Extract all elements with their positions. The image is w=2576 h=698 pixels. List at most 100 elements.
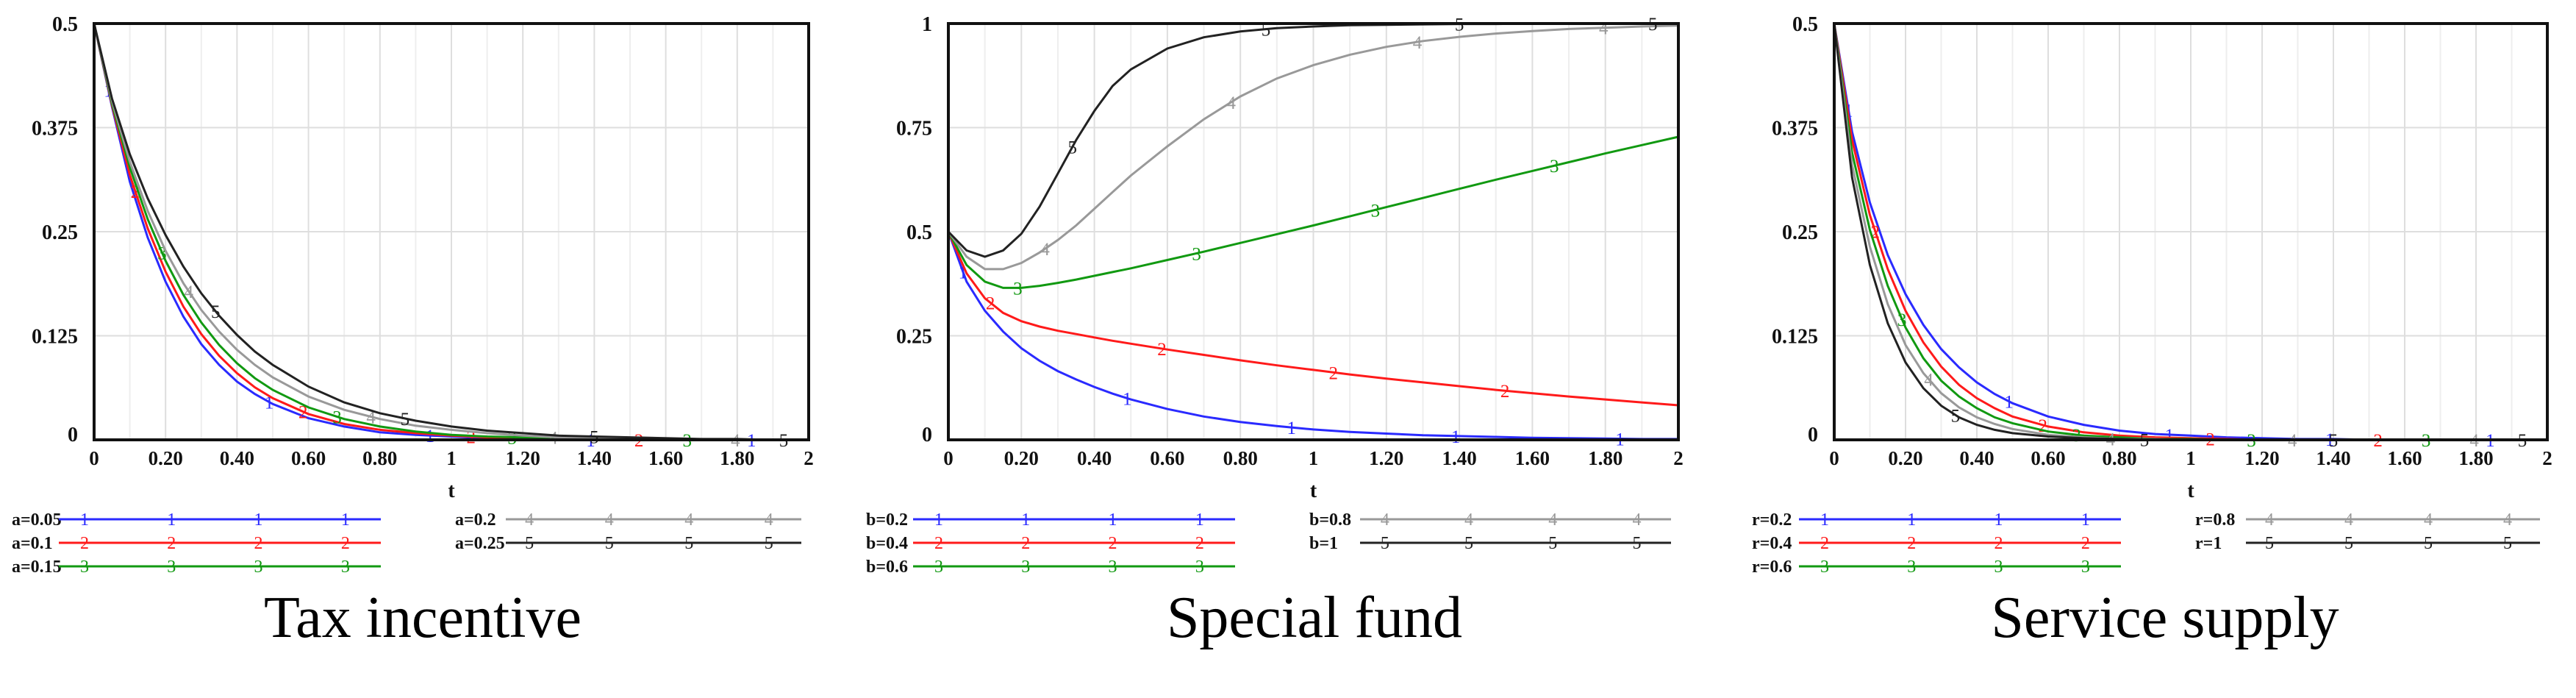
chart-2-series-5-marker: 5 <box>1068 138 1078 158</box>
chart-2-legend-marker: 5 <box>1381 534 1389 553</box>
chart-1-series-5-marker: 5 <box>211 302 221 322</box>
chart-3-legend-marker: 5 <box>2503 534 2512 553</box>
chart-1-x-tick-label: 0.20 <box>149 447 183 469</box>
chart-2-y-tick-label: 1 <box>922 13 932 36</box>
chart-3-series-5-marker: 5 <box>1951 406 1961 426</box>
chart-2-y-tick-label: 0.5 <box>906 221 932 244</box>
chart-1-legend-marker: 4 <box>765 510 773 530</box>
chart-1-legend-marker: 1 <box>167 510 176 530</box>
chart-3-y-tick-label: 0.25 <box>1782 221 1818 244</box>
chart-2-x-tick-label: 1 <box>1309 447 1319 469</box>
chart-2-x-tick-label: 0.40 <box>1077 447 1112 469</box>
chart-2-legend-label: b=1 <box>1309 534 1338 553</box>
chart-1-legend-label: a=0.25 <box>455 534 505 553</box>
chart-1-legend-label: a=0.05 <box>12 510 62 530</box>
chart-2-series-4-line <box>947 24 1679 271</box>
chart-2-x-tick-label: 0 <box>943 447 954 469</box>
chart-1-legend-marker: 3 <box>341 558 350 577</box>
chart-1-series-4-marker: 4 <box>548 428 558 448</box>
chart-3-series-3-marker: 3 <box>1897 310 1907 330</box>
chart-2-legend-marker: 3 <box>1195 558 1204 577</box>
chart-1-legend-label: a=0.2 <box>455 510 496 530</box>
chart-3-x-tick-label: 1 <box>2186 447 2196 469</box>
chart-2-series-4-marker: 4 <box>1599 19 1609 39</box>
chart-2-y-tick-label: 0.75 <box>896 118 932 140</box>
chart-3-x-tick-label: 0.40 <box>1959 447 1994 469</box>
chart-3-plot-frame <box>1833 22 2549 441</box>
chart-1-legend-marker: 2 <box>167 534 176 553</box>
chart-2-legend-marker: 1 <box>1021 510 1030 530</box>
chart-3-legend-marker: 5 <box>2265 534 2274 553</box>
chart-2-series-5-marker: 5 <box>1262 21 1271 40</box>
chart-1-series-5-marker: 5 <box>401 410 410 430</box>
chart-3-legend-marker: 3 <box>1820 558 1829 577</box>
chart-3-legend-marker: 5 <box>2424 534 2433 553</box>
chart-2-series-3-line <box>947 135 1679 289</box>
chart-2-legend-marker: 3 <box>1021 558 1030 577</box>
chart-3-legend-label: r=0.4 <box>1752 534 1792 553</box>
chart-2-x-axis-label: t <box>1310 480 1317 502</box>
chart-1-x-tick-label: 2 <box>804 447 814 469</box>
chart-3-series-1-marker: 1 <box>2165 426 2175 446</box>
chart-2-series-4-marker: 4 <box>1227 93 1237 113</box>
chart-1-legend-marker: 3 <box>80 558 89 577</box>
chart-2-series-1-marker: 1 <box>1123 390 1132 410</box>
chart-2-series-3-marker: 3 <box>1550 157 1559 177</box>
chart-2-legend-marker: 1 <box>934 510 943 530</box>
chart-2-series-2-marker: 2 <box>1329 363 1339 383</box>
chart-1-legend-marker: 1 <box>80 510 89 530</box>
chart-3-legend-label: r=0.6 <box>1752 558 1792 577</box>
chart-3-x-tick-label: 1.60 <box>2387 447 2422 469</box>
chart-1-x-tick-label: 0 <box>89 447 99 469</box>
chart-3-legend-marker: 2 <box>1907 534 1916 553</box>
chart-1-x-tick-label: 1.60 <box>648 447 683 469</box>
chart-2-series-1-line <box>947 231 1678 441</box>
chart-3-y-tick-label: 0.125 <box>1772 326 1818 349</box>
chart-2-plot-frame <box>947 22 1680 441</box>
chart-1-x-tick-label: 0.60 <box>291 447 326 469</box>
chart-1-x-tick-label: 1 <box>446 447 457 469</box>
caption-service-supply: Service supply <box>1991 585 2339 650</box>
caption-tax-incentive: Tax incentive <box>264 585 582 650</box>
chart-1-legend-marker: 5 <box>765 534 773 553</box>
chart-2-legend-marker: 1 <box>1109 510 1117 530</box>
chart-3-legend-marker: 2 <box>2081 534 2090 553</box>
chart-2-series-4-marker: 4 <box>1413 33 1423 53</box>
chart-1-x-tick-label: 1.40 <box>577 447 612 469</box>
chart-1-legend-label: a=0.1 <box>12 534 53 553</box>
chart-2-series-4-marker: 4 <box>1040 240 1050 260</box>
chart-1-legend-marker: 3 <box>167 558 176 577</box>
chart-1-y-tick-label: 0.375 <box>32 118 78 140</box>
chart-3-legend-marker: 3 <box>1907 558 1916 577</box>
chart-3-y-tick-label: 0.375 <box>1772 118 1818 140</box>
chart-2-legend-label: b=0.2 <box>866 510 908 530</box>
chart-2-series-2-marker: 2 <box>1500 382 1510 402</box>
chart-2-series-1-marker: 1 <box>1451 427 1461 447</box>
chart-2-series-3-marker: 3 <box>1192 244 1201 264</box>
chart-3-x-tick-label: 1.40 <box>2316 447 2350 469</box>
chart-3-x-tick-label: 1.80 <box>2458 447 2493 469</box>
chart-2-series-5-marker: 5 <box>1455 15 1464 35</box>
chart-2-series-1-marker: 1 <box>1287 419 1296 438</box>
chart-1-legend-marker: 5 <box>525 534 534 553</box>
chart-2-legend-marker: 4 <box>1464 510 1473 530</box>
chart-3-y-tick-label: 0.5 <box>1792 13 1818 36</box>
chart-3-legend-marker: 4 <box>2503 510 2512 530</box>
chart-1-x-tick-label: 1.80 <box>720 447 754 469</box>
chart-2-legend-marker: 5 <box>1632 534 1641 553</box>
chart-2-x-tick-label: 2 <box>1673 447 1684 469</box>
chart-3-legend-marker: 3 <box>2081 558 2090 577</box>
chart-1-legend-marker: 4 <box>605 510 614 530</box>
chart-2-x-tick-label: 1.80 <box>1588 447 1622 469</box>
chart-3-x-tick-label: 2 <box>2542 447 2552 469</box>
chart-3-legend-marker: 4 <box>2265 510 2274 530</box>
chart-1-y-tick-label: 0 <box>68 424 78 446</box>
chart-2-legend-marker: 2 <box>1195 534 1204 553</box>
chart-2-legend-marker: 5 <box>1548 534 1557 553</box>
chart-2-legend-marker: 3 <box>1109 558 1117 577</box>
chart-2-x-tick-label: 0.60 <box>1150 447 1184 469</box>
chart-2-series-2-marker: 2 <box>986 294 995 314</box>
chart-2-legend-label: b=0.4 <box>866 534 908 553</box>
chart-3-x-tick-label: 0.80 <box>2102 447 2136 469</box>
chart-2-legend-marker: 2 <box>1109 534 1117 553</box>
